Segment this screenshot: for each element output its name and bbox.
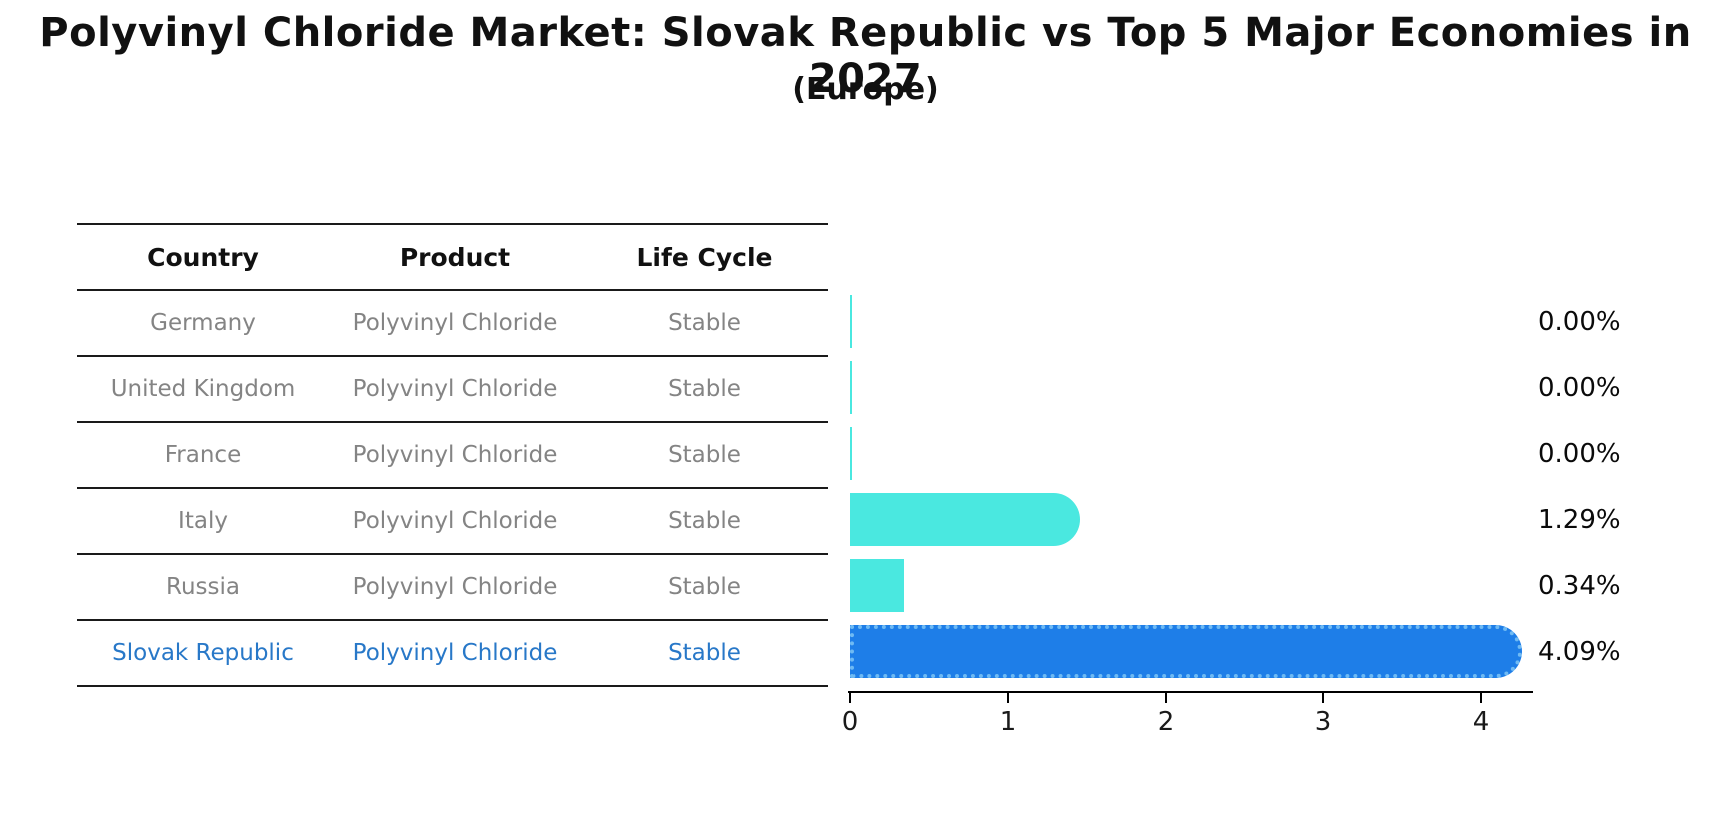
x-axis-tick <box>1480 693 1482 703</box>
cell-life-cycle: Stable <box>581 620 828 687</box>
x-axis-tick <box>1007 693 1009 703</box>
bar-slovak-republic <box>850 625 1522 678</box>
bar-germany <box>850 295 852 348</box>
table-header-row: Country Product Life Cycle <box>77 224 828 291</box>
table-row-italy: Italy Polyvinyl Chloride Stable <box>77 488 828 555</box>
value-label-united-kingdom: 0.00% <box>1538 373 1621 403</box>
cell-country: United Kingdom <box>77 356 329 423</box>
value-label-france: 0.00% <box>1538 439 1621 469</box>
cell-life-cycle: Stable <box>581 554 828 621</box>
x-axis-tick-label: 1 <box>999 707 1017 737</box>
cell-product: Polyvinyl Chloride <box>329 488 581 555</box>
value-label-russia: 0.34% <box>1538 571 1621 601</box>
country-table: Country Product Life Cycle Germany Polyv… <box>77 223 828 687</box>
column-header-country: Country <box>77 224 329 291</box>
x-axis-tick <box>1322 693 1324 703</box>
bar-france <box>850 427 852 480</box>
table-row-united-kingdom: United Kingdom Polyvinyl Chloride Stable <box>77 356 828 423</box>
bar-italy <box>850 493 1080 546</box>
table-row-germany: Germany Polyvinyl Chloride Stable <box>77 290 828 357</box>
x-axis-tick-label: 3 <box>1314 707 1332 737</box>
cell-product: Polyvinyl Chloride <box>329 422 581 489</box>
column-header-life-cycle: Life Cycle <box>581 224 828 291</box>
x-axis-tick <box>849 693 851 703</box>
column-header-product: Product <box>329 224 581 291</box>
cell-country: Germany <box>77 290 329 357</box>
bar-united-kingdom <box>850 361 852 414</box>
cell-product: Polyvinyl Chloride <box>329 620 581 687</box>
cell-life-cycle: Stable <box>581 488 828 555</box>
value-label-slovak-republic: 4.09% <box>1538 637 1621 667</box>
chart-subtitle: (Europe) <box>792 72 939 107</box>
table-row-slovak-republic: Slovak Republic Polyvinyl Chloride Stabl… <box>77 620 828 687</box>
chart-title: Polyvinyl Chloride Market: Slovak Republ… <box>39 10 1692 102</box>
value-label-italy: 1.29% <box>1538 505 1621 535</box>
cell-life-cycle: Stable <box>581 356 828 423</box>
x-axis-tick-label: 4 <box>1472 707 1490 737</box>
cell-life-cycle: Stable <box>581 290 828 357</box>
cell-product: Polyvinyl Chloride <box>329 356 581 423</box>
cell-life-cycle: Stable <box>581 422 828 489</box>
table-row-russia: Russia Polyvinyl Chloride Stable <box>77 554 828 621</box>
bar-russia <box>850 559 904 612</box>
x-axis-tick <box>1165 693 1167 703</box>
cell-product: Polyvinyl Chloride <box>329 290 581 357</box>
x-axis-tick-label: 2 <box>1157 707 1175 737</box>
cell-country: Italy <box>77 488 329 555</box>
cell-country: France <box>77 422 329 489</box>
x-axis-line <box>848 691 1533 693</box>
value-label-germany: 0.00% <box>1538 307 1621 337</box>
table-row-france: France Polyvinyl Chloride Stable <box>77 422 828 489</box>
cell-country: Russia <box>77 554 329 621</box>
cell-product: Polyvinyl Chloride <box>329 554 581 621</box>
cell-country: Slovak Republic <box>77 620 329 687</box>
x-axis-tick-label: 0 <box>841 707 859 737</box>
